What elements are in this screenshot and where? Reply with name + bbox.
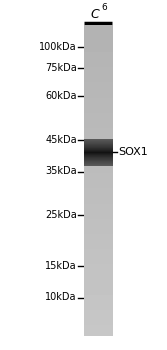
Text: 75kDa: 75kDa xyxy=(45,63,77,73)
Text: $C$: $C$ xyxy=(90,7,101,21)
Text: 100kDa: 100kDa xyxy=(39,42,77,52)
Text: SOX1: SOX1 xyxy=(119,147,148,157)
Text: 45kDa: 45kDa xyxy=(45,135,77,145)
Text: 25kDa: 25kDa xyxy=(45,210,77,220)
Text: 6: 6 xyxy=(102,3,107,12)
Text: 60kDa: 60kDa xyxy=(45,91,77,101)
Text: 10kDa: 10kDa xyxy=(45,293,77,302)
Text: 35kDa: 35kDa xyxy=(45,167,77,176)
Text: 15kDa: 15kDa xyxy=(45,261,77,271)
